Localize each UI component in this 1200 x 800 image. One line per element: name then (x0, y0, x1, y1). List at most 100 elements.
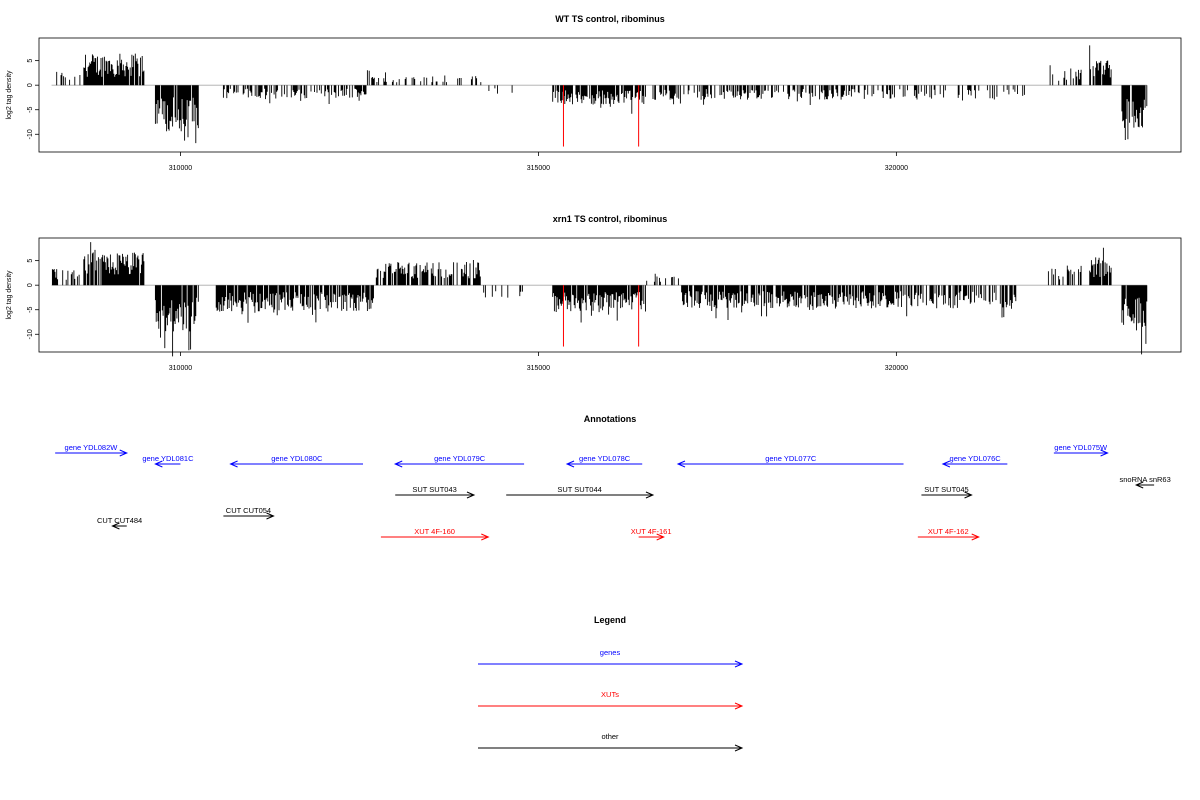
feature-arrow (941, 460, 1008, 468)
bar-segment (222, 85, 367, 104)
panel-title: xrn1 TS control, ribominus (553, 214, 668, 224)
legend-label: XUTs (601, 690, 619, 699)
feature-label: XUT 4F-160 (414, 527, 455, 536)
y-tick-label: 5 (27, 259, 34, 263)
plot-frame (38, 37, 1182, 153)
x-tick-label: 310000 (169, 365, 192, 372)
arrow-head (481, 533, 490, 541)
bar-segment (154, 285, 199, 357)
feature-arrow (111, 522, 127, 530)
bar-segment (56, 71, 81, 86)
feature-arrow (1053, 449, 1109, 457)
arrow-head (119, 449, 129, 457)
feature-label: XUT 4F-161 (631, 527, 672, 536)
bar-segment (552, 285, 646, 323)
feature-label: XUT 4F-162 (928, 527, 969, 536)
feature-label: gene YDL079C (434, 454, 486, 463)
bar-segment (899, 85, 1025, 101)
feature-arrow (393, 460, 525, 468)
bar-segment (366, 70, 482, 86)
feature-label: snoRNA snR63 (1120, 475, 1171, 484)
feature-label: CUT CUT054 (226, 506, 271, 515)
bar-segment (1089, 45, 1112, 86)
x-tick-label: 320000 (885, 165, 908, 172)
legend-title: Legend (594, 615, 626, 625)
bar-segment (483, 285, 523, 298)
bar-segment (1049, 65, 1082, 86)
feature-arrow (55, 449, 129, 457)
bar-segment (1089, 247, 1112, 286)
arrow-head (393, 460, 403, 468)
feature-label: SUT SUT043 (412, 485, 456, 494)
xrn1-density-panel: xrn1 TS control, ribominus log2 tag densi… (6, 214, 1182, 372)
feature-label: SUT SUT044 (557, 485, 601, 494)
feature-arrow (154, 460, 181, 468)
legend-label: genes (600, 648, 621, 657)
y-tick-label: -10 (27, 129, 34, 139)
feature-label: gene YDL078C (579, 454, 631, 463)
arrow-head (734, 660, 744, 668)
bar-segment (1121, 285, 1148, 355)
arrow-head (266, 512, 275, 520)
bar-segment (215, 285, 374, 323)
arrow-head (565, 460, 575, 468)
feature-label: gene YDL077C (765, 454, 817, 463)
bar-segment (154, 85, 199, 144)
bar-segment (896, 285, 1017, 318)
wt-density-panel: WT TS control, ribominus log2 tag density… (6, 14, 1182, 172)
feature-arrow (917, 533, 980, 541)
y-tick-label: 0 (27, 283, 34, 287)
feature-arrow (1134, 481, 1155, 489)
legend-label: other (601, 732, 619, 741)
arrow-head (964, 491, 973, 499)
bar-segment (552, 85, 646, 114)
feature-arrow (638, 533, 665, 541)
feature-arrow (921, 491, 973, 499)
arrow-head (734, 744, 744, 752)
arrow-head (229, 460, 238, 468)
feature-label: gene YDL081C (142, 454, 194, 463)
arrow-head (1100, 449, 1109, 457)
y-tick-label: -10 (27, 329, 34, 339)
feature-label: gene YDL075W (1054, 443, 1108, 452)
feature-label: SUT SUT045 (924, 485, 968, 494)
feature-arrow (676, 460, 904, 468)
density-bars (56, 45, 1148, 144)
arrow-head (466, 491, 476, 499)
y-tick-label: 5 (27, 59, 34, 63)
annotations-title: Annotations (584, 414, 637, 424)
feature-arrow (565, 460, 643, 468)
feature-label: gene YDL076C (950, 454, 1002, 463)
x-tick-label: 320000 (885, 365, 908, 372)
arrow-head (734, 702, 744, 710)
y-tick-label: -5 (27, 307, 34, 313)
bar-segment (83, 53, 145, 86)
panel-title: WT TS control, ribominus (555, 14, 665, 24)
feature-arrow (395, 491, 476, 499)
density-bars (51, 242, 1148, 357)
x-tick-label: 315000 (527, 365, 550, 372)
plot-frame (38, 237, 1182, 353)
x-tick-label: 315000 (527, 165, 550, 172)
feature-label: gene YDL082W (65, 443, 119, 452)
bar-segment (1121, 85, 1148, 140)
bar-segment (646, 273, 679, 286)
arrow-head (941, 460, 951, 468)
bar-segment (375, 260, 481, 286)
feature-arrow (506, 491, 655, 499)
x-tick-label: 310000 (169, 165, 192, 172)
arrow-head (645, 491, 655, 499)
feature-arrow (380, 533, 490, 541)
feature-label: gene YDL080C (271, 454, 323, 463)
arrow-head (111, 522, 120, 530)
bar-segment (1047, 265, 1082, 286)
arrow-head (154, 460, 163, 468)
bar-segment (652, 85, 895, 105)
legend-arrow (478, 660, 744, 668)
annotations-panel: Annotations gene YDL082W gene YDL081C gene… (55, 414, 1171, 541)
feature-label: CUT CUT484 (97, 516, 142, 525)
y-axis-label: log2 tag density (6, 70, 13, 120)
arrow-head (1134, 481, 1144, 489)
arrow-head (656, 533, 665, 541)
